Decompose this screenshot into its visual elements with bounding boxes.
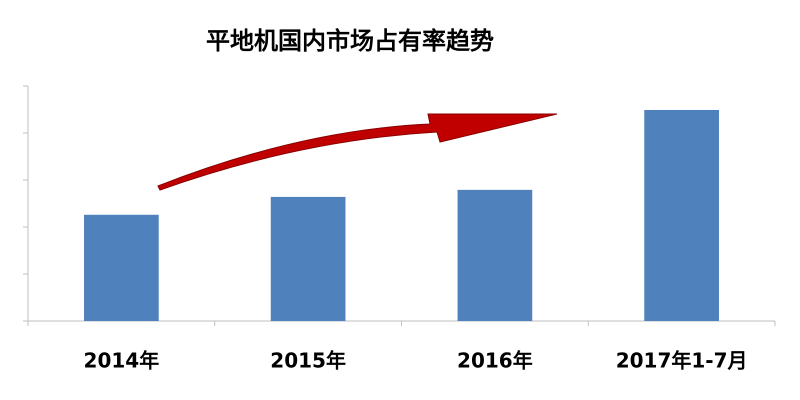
x-tick-label: 2015年 [270, 349, 346, 373]
bar [644, 109, 719, 321]
chart-title: 平地机国内市场占有率趋势 [206, 27, 494, 55]
trend-arrow [157, 113, 558, 191]
bar [84, 214, 159, 321]
x-tick-label: 2017年1-7月 [616, 349, 748, 373]
bar [457, 189, 533, 321]
bar [270, 196, 346, 321]
trend-arrow-shape [157, 113, 558, 191]
x-tick-label: 2016年 [457, 349, 533, 373]
x-tick-label: 2014年 [84, 349, 160, 373]
